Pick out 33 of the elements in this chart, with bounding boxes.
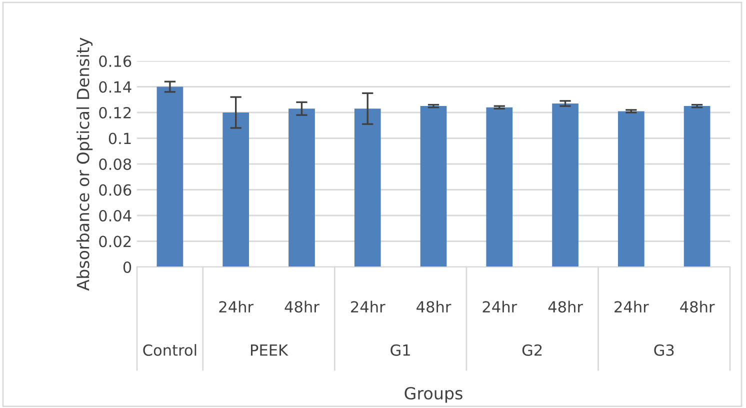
y-tick-label: 0.08 [99, 158, 132, 170]
x-tick-label: 24hr [219, 300, 254, 312]
y-tick-label: 0.12 [99, 106, 131, 119]
y-axis-title: Absorbance or Optical Density [76, 38, 93, 291]
x-tick-label: 24hr [482, 300, 518, 312]
bar [618, 111, 644, 267]
text: G1 [390, 344, 410, 356]
x-tick-label: 24hr [614, 300, 649, 312]
y-tick-label: 0.14 [99, 81, 132, 93]
x-tick-label: 48hr [416, 300, 452, 313]
bar [354, 108, 381, 267]
bar [684, 106, 710, 267]
bar [288, 108, 315, 267]
text: G2 [522, 344, 542, 356]
x-tick-label: 48hr [680, 300, 715, 313]
text: PEEK [251, 344, 288, 356]
y-tick-label: 0.06 [99, 184, 132, 196]
bar [552, 103, 578, 267]
y-tick-label: 0.04 [99, 210, 132, 222]
text: G3 [654, 344, 674, 356]
x-tick-label: 48hr [284, 300, 320, 313]
bar [420, 106, 447, 267]
y-tick-label: 0.02 [99, 236, 131, 248]
y-tick-label: 0.1 [108, 132, 131, 144]
y-tick-label: 0 [123, 261, 132, 274]
y-tick-label: 0.16 [99, 55, 132, 68]
text: Control [143, 344, 196, 356]
x-tick-label: 24hr [351, 300, 386, 312]
bar [156, 86, 184, 267]
x-tick-label: 48hr [548, 300, 583, 313]
x-axis-title: Groups [404, 386, 462, 403]
bar [486, 107, 513, 267]
bar [222, 112, 250, 267]
